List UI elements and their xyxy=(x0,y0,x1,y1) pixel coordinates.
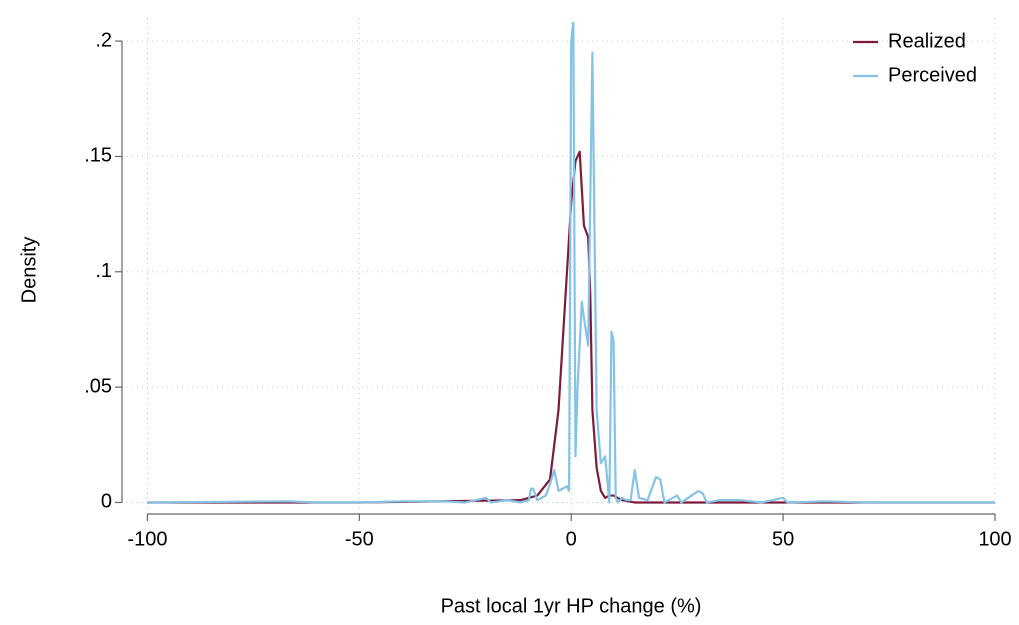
y-tick-label: .1 xyxy=(95,260,112,282)
y-tick-label: .05 xyxy=(84,375,112,397)
x-tick-label: -50 xyxy=(345,528,374,550)
x-tick-label: 50 xyxy=(772,528,794,550)
legend-label: Perceived xyxy=(888,64,977,86)
x-axis-label: Past local 1yr HP change (%) xyxy=(441,595,702,617)
y-axis-label: Density xyxy=(18,237,40,304)
x-tick-label: 0 xyxy=(566,528,577,550)
legend-label: Realized xyxy=(888,30,966,52)
data-line xyxy=(147,21,995,504)
y-tick-label: .15 xyxy=(84,145,112,167)
x-tick-label: 100 xyxy=(978,528,1011,550)
y-tick-label: 0 xyxy=(101,491,112,513)
x-tick-label: -100 xyxy=(127,528,167,550)
y-tick-label: .2 xyxy=(95,29,112,51)
